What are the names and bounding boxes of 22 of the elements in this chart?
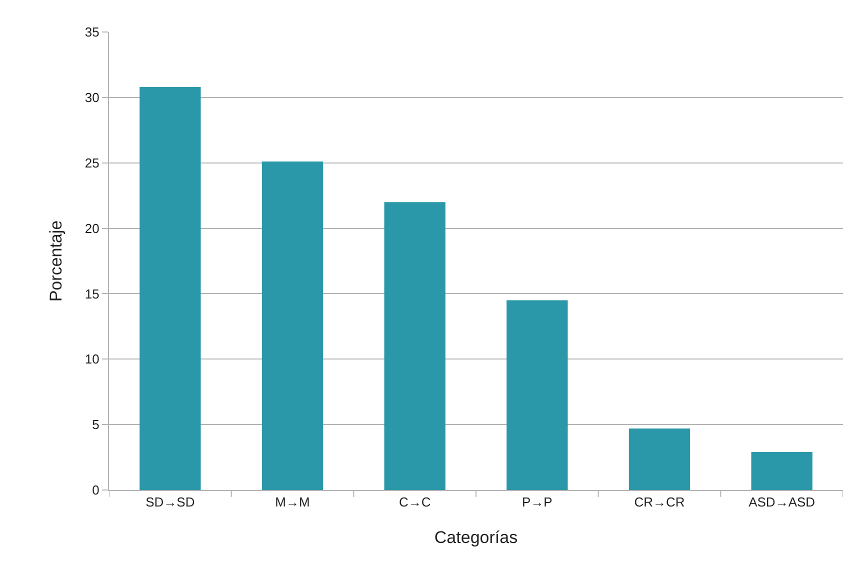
x-tick-label: M→M — [275, 494, 310, 510]
y-tick-label: 5 — [92, 417, 100, 432]
x-tick-label: P→P — [522, 494, 552, 510]
x-tick-label: C→C — [398, 494, 431, 510]
y-tick-label: 10 — [84, 352, 100, 367]
bar — [628, 428, 690, 490]
bar — [751, 452, 812, 490]
y-tick-label: 30 — [84, 90, 100, 105]
x-tick-label: CR→CR — [634, 494, 685, 510]
y-tick-label: 35 — [84, 24, 100, 40]
bar — [140, 86, 201, 490]
x-axis-title: Categorías — [434, 528, 518, 547]
bar — [506, 300, 568, 490]
x-tick-label: ASD→ASD — [748, 494, 816, 510]
y-tick-label: 15 — [84, 286, 100, 302]
x-tick-label: SD→SD — [146, 494, 195, 510]
bar — [384, 202, 446, 490]
y-axis-title: Porcentaje — [46, 220, 66, 302]
bar — [262, 162, 324, 490]
y-tick-label: 0 — [92, 482, 100, 498]
y-tick-label: 20 — [84, 220, 100, 236]
y-tick-label: 25 — [84, 155, 100, 170]
